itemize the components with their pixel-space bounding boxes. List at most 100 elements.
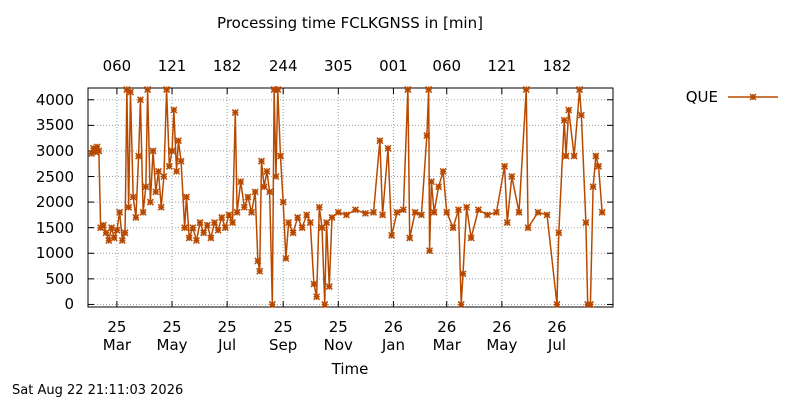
point [370,208,378,216]
point [200,229,208,237]
point [449,224,457,232]
point [272,172,280,181]
point [576,86,584,94]
point [121,229,129,237]
point [315,203,323,211]
point [254,257,262,265]
x-tick-label: 26 Jul [547,318,567,354]
x2-tick-label: 001 [379,57,408,75]
legend-marker [749,93,757,101]
x-axis-label: Time [331,360,369,378]
chart-title: Processing time FCLKGNSS in [min] [217,14,483,32]
x2-tick-label: 060 [102,57,132,75]
point [266,188,274,196]
point [182,193,191,201]
point [174,137,182,145]
point [113,226,121,234]
point [522,86,530,94]
point [181,224,189,232]
point [553,300,561,308]
point [586,300,594,308]
y-tick-label: 3000 [35,141,74,160]
point [125,203,133,211]
x2-tick-label: 305 [323,57,353,75]
y-tick-label: 500 [45,269,74,288]
x-tick-label: 25 Sep [269,318,298,354]
point [467,234,475,242]
point [118,236,126,245]
point [165,162,173,170]
point [321,300,329,308]
point [268,300,276,308]
point [89,144,97,152]
point [139,208,147,216]
point [393,208,401,216]
point [105,236,113,245]
point [454,206,463,214]
point [399,206,407,214]
series-line [90,89,603,306]
point [123,86,131,94]
point [508,172,516,181]
x2-tick-label: 244 [268,57,298,75]
point [185,234,193,242]
point [276,152,285,160]
point [425,86,433,94]
point [384,144,392,152]
point [231,109,239,117]
point [248,208,256,216]
point [132,213,140,221]
point [524,224,532,232]
x-tick-label: 25 Mar [102,318,132,354]
point [144,86,152,94]
x-tick-label: 25 May [156,318,188,354]
point [93,143,101,151]
point [99,221,107,229]
point [256,267,264,275]
point [577,111,585,119]
point [323,219,331,227]
point [279,198,287,206]
point [376,137,384,145]
point [351,206,360,214]
x-tick-label: 25 Jul [217,318,237,354]
y-tick-label: 1500 [35,218,74,237]
x2-tick-label: 060 [432,57,462,75]
point [244,193,252,201]
point [543,211,551,219]
point [318,224,326,232]
point [173,167,181,175]
point [439,167,447,175]
point [237,178,245,186]
point [379,211,387,219]
point [260,183,268,191]
point [515,208,523,216]
point [157,203,165,211]
y-tick-label: 0 [64,295,74,314]
point [565,106,573,114]
point [177,157,185,165]
point [257,157,266,165]
point [459,270,467,278]
point [189,224,197,232]
point [229,219,237,227]
point [310,280,318,288]
point [233,208,241,216]
legend-label: QUE [685,88,718,106]
point [218,213,226,221]
point [88,149,96,158]
plot-border [87,87,614,308]
point [534,208,542,216]
point [443,208,451,216]
timestamp: Sat Aug 22 21:11:03 2026 [12,383,184,398]
point [427,178,435,186]
y-tick-label: 4000 [35,90,74,109]
point [555,229,563,237]
point [274,86,282,94]
point [95,147,103,155]
point [492,208,500,216]
point [325,283,333,291]
point [160,172,168,181]
